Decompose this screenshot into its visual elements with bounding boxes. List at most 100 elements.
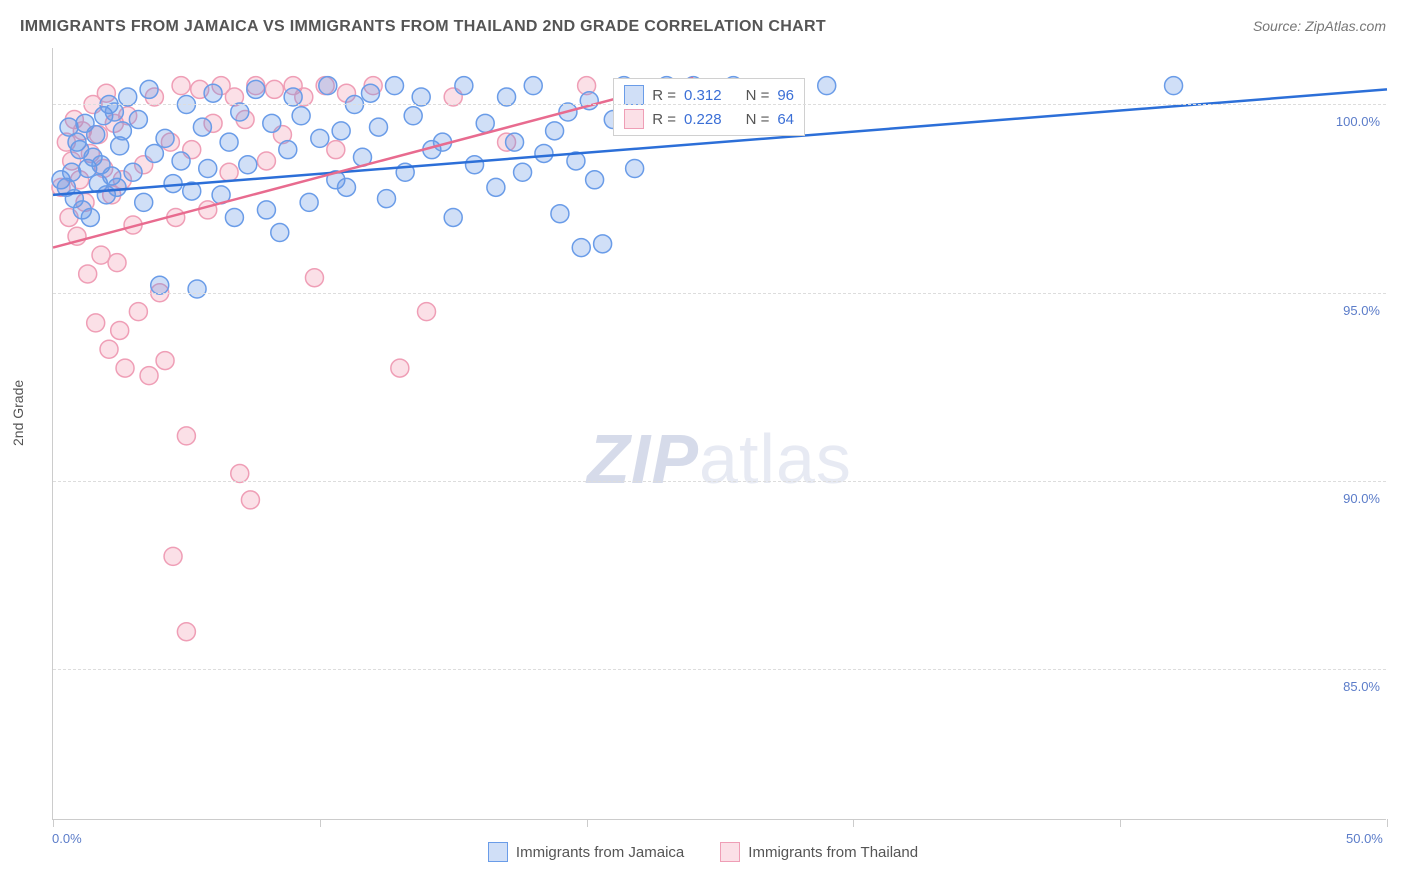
data-point <box>124 163 142 181</box>
gridline-h <box>53 293 1386 294</box>
data-point <box>164 547 182 565</box>
data-point <box>151 276 169 294</box>
data-point <box>172 152 190 170</box>
data-point <box>506 133 524 151</box>
data-point <box>279 141 297 159</box>
data-point <box>284 88 302 106</box>
legend-swatch <box>624 109 644 129</box>
legend-n-label: N = <box>746 87 770 104</box>
data-point <box>404 107 422 125</box>
data-point <box>332 122 350 140</box>
data-point <box>108 178 126 196</box>
data-point <box>188 280 206 298</box>
data-point <box>105 103 123 121</box>
data-point <box>129 111 147 129</box>
gridline-h <box>53 104 1386 105</box>
data-point <box>487 178 505 196</box>
legend-r-value: 0.228 <box>684 111 722 128</box>
data-point <box>418 303 436 321</box>
data-point <box>164 175 182 193</box>
y-tick-label: 95.0% <box>1343 303 1380 318</box>
data-point <box>108 254 126 272</box>
data-point <box>586 171 604 189</box>
data-point <box>241 491 259 509</box>
data-point <box>361 84 379 102</box>
data-point <box>87 314 105 332</box>
data-point <box>412 88 430 106</box>
data-point <box>239 156 257 174</box>
data-point <box>135 193 153 211</box>
legend-item: Immigrants from Thailand <box>720 842 918 862</box>
data-point <box>263 114 281 132</box>
data-point <box>129 303 147 321</box>
data-point <box>572 239 590 257</box>
data-point <box>172 77 190 95</box>
y-axis-title: 2nd Grade <box>10 380 26 446</box>
data-point <box>111 321 129 339</box>
data-point <box>225 208 243 226</box>
data-point <box>378 190 396 208</box>
legend-swatch <box>624 85 644 105</box>
data-point <box>311 129 329 147</box>
data-point <box>247 80 265 98</box>
legend-item: Immigrants from Jamaica <box>488 842 684 862</box>
data-point <box>305 269 323 287</box>
data-point <box>177 427 195 445</box>
data-point <box>231 103 249 121</box>
plot-area: ZIPatlas R =0.312N =96R =0.228N =64 85.0… <box>52 48 1386 820</box>
plot-svg <box>53 48 1386 819</box>
data-point <box>81 208 99 226</box>
x-tick-label: 0.0% <box>52 831 82 846</box>
data-point <box>337 178 355 196</box>
data-point <box>369 118 387 136</box>
data-point <box>466 156 484 174</box>
data-point <box>818 77 836 95</box>
x-tick <box>587 819 588 827</box>
data-point <box>204 84 222 102</box>
legend-r-value: 0.312 <box>684 87 722 104</box>
x-tick <box>320 819 321 827</box>
x-tick-label: 50.0% <box>1346 831 1383 846</box>
data-point <box>220 133 238 151</box>
data-point <box>300 193 318 211</box>
chart-source: Source: ZipAtlas.com <box>1253 18 1386 34</box>
legend-r-label: R = <box>652 111 676 128</box>
data-point <box>92 246 110 264</box>
x-tick <box>853 819 854 827</box>
data-point <box>79 265 97 283</box>
data-point <box>444 208 462 226</box>
data-point <box>386 77 404 95</box>
data-point <box>391 359 409 377</box>
legend-r-label: R = <box>652 87 676 104</box>
data-point <box>231 465 249 483</box>
data-point <box>145 144 163 162</box>
legend-label: Immigrants from Thailand <box>748 844 918 861</box>
legend-stats-row: R = 0.228 N = 64 <box>624 107 794 131</box>
legend-label: Immigrants from Jamaica <box>516 844 684 861</box>
legend-n-value: 96 <box>777 87 794 104</box>
legend-swatch <box>488 842 508 862</box>
x-tick <box>53 819 54 827</box>
legend-n-value: 64 <box>777 111 794 128</box>
y-tick-label: 90.0% <box>1343 491 1380 506</box>
chart-container: IMMIGRANTS FROM JAMAICA VS IMMIGRANTS FR… <box>0 0 1406 892</box>
legend-n-label: N = <box>746 111 770 128</box>
data-point <box>498 88 516 106</box>
data-point <box>626 160 644 178</box>
gridline-h <box>53 481 1386 482</box>
chart-title: IMMIGRANTS FROM JAMAICA VS IMMIGRANTS FR… <box>20 18 826 36</box>
data-point <box>177 623 195 641</box>
x-tick <box>1120 819 1121 827</box>
y-tick-label: 85.0% <box>1343 679 1380 694</box>
data-point <box>257 152 275 170</box>
data-point <box>535 144 553 162</box>
data-point <box>140 80 158 98</box>
data-point <box>319 77 337 95</box>
data-point <box>113 122 131 140</box>
y-tick-label: 100.0% <box>1336 114 1380 129</box>
data-point <box>63 163 81 181</box>
data-point <box>594 235 612 253</box>
data-point <box>292 107 310 125</box>
data-point <box>455 77 473 95</box>
data-point <box>116 359 134 377</box>
